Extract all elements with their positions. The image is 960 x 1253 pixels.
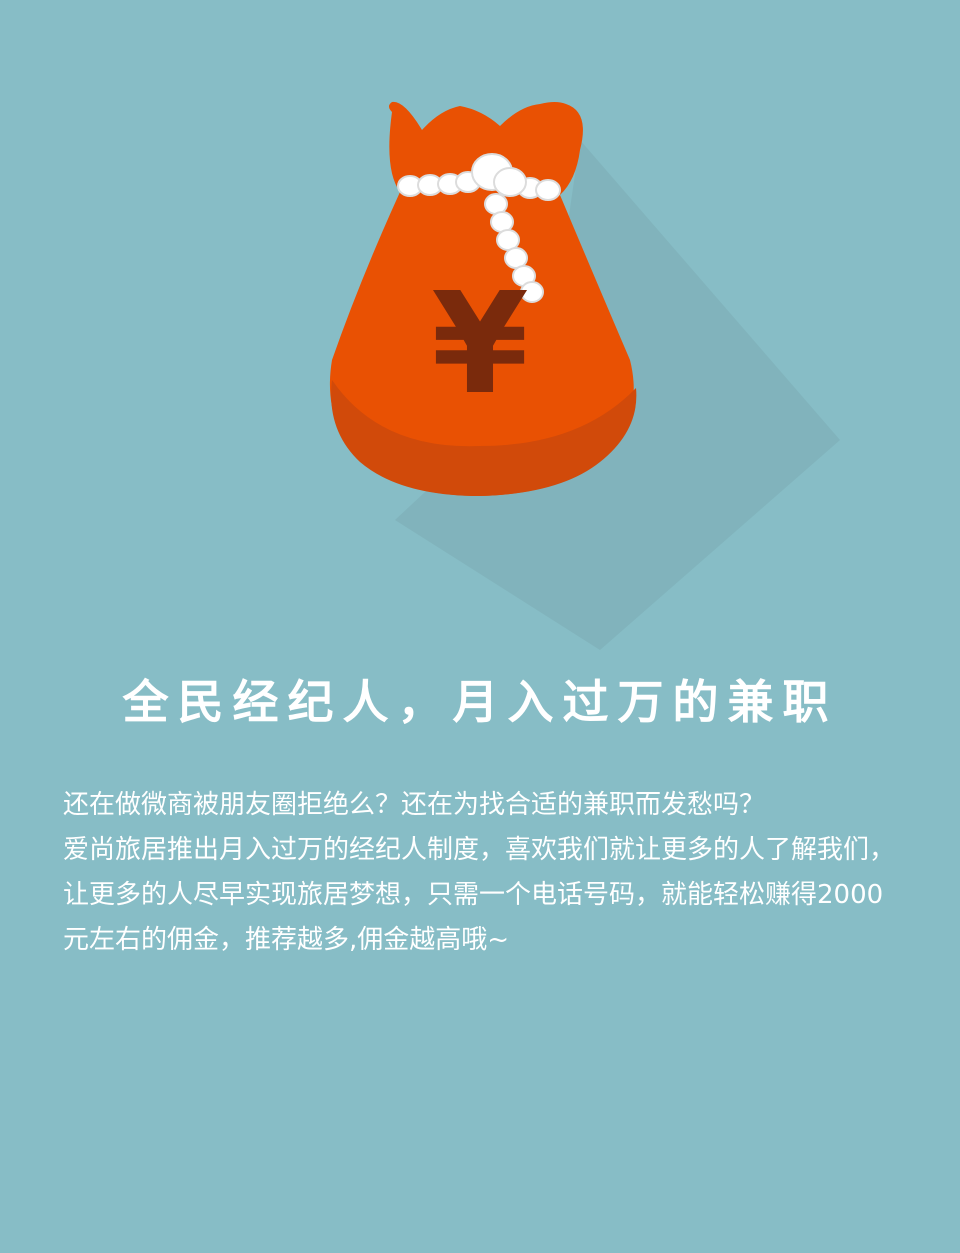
money-bag-illustration: ¥ bbox=[329, 101, 840, 650]
bag-body bbox=[329, 101, 634, 496]
rope bbox=[397, 153, 561, 303]
page-title: 全民经纪人，月入过万的兼职 bbox=[122, 675, 838, 729]
yen-symbol: ¥ bbox=[431, 263, 528, 426]
description-line-1: 还在做微商被朋友圈拒绝么？还在为找合适的兼职而发愁吗？ bbox=[63, 790, 766, 820]
money-bag-icon: ¥ bbox=[329, 101, 637, 496]
description-line-2: 爱尚旅居推出月入过万的经纪人制度，喜欢我们就让更多的人了解我们，让更多的人尽早实… bbox=[63, 835, 896, 955]
description: 还在做微商被朋友圈拒绝么？还在为找合适的兼职而发愁吗？ 爱尚旅居推出月入过万的经… bbox=[63, 783, 908, 963]
bag-shade bbox=[331, 380, 637, 496]
